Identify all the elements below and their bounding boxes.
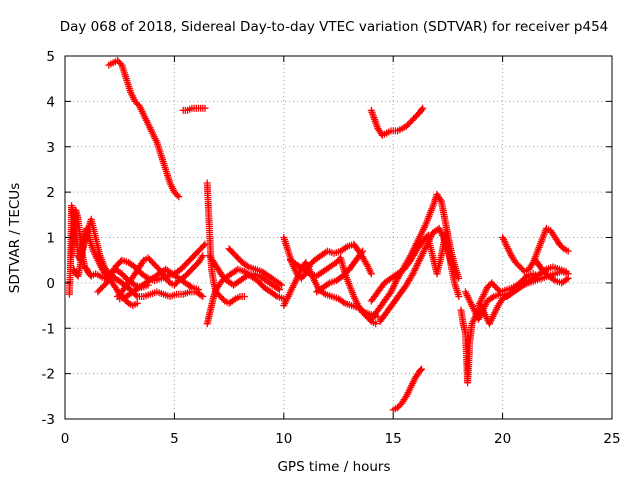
data-point (205, 252, 283, 294)
series-t13 (280, 234, 375, 282)
y-tick-label: 2 (46, 185, 55, 201)
data-point (389, 365, 426, 414)
y-tick-label: -1 (42, 321, 55, 337)
x-tick-label: 20 (494, 431, 511, 447)
y-tick-label: 3 (46, 140, 55, 156)
data-markers (65, 57, 572, 414)
series-t6 (116, 265, 202, 303)
y-tick-label: -3 (42, 412, 55, 428)
series-t12 (225, 245, 286, 289)
axis-ticks: 0 5 10 15 20 25 -3 -2 -1 0 1 2 3 4 5 (42, 49, 621, 447)
series-t21 (389, 365, 426, 414)
data-point (313, 247, 367, 296)
data-point (280, 234, 375, 282)
y-tick-label: 5 (46, 49, 55, 65)
x-tick-label: 0 (61, 431, 70, 447)
series-t5 (114, 252, 207, 300)
data-point (116, 265, 202, 303)
x-tick-label: 10 (275, 431, 292, 447)
data-point (424, 229, 463, 300)
data-point (531, 256, 572, 287)
y-axis-label: SDTVAR / TECUs (7, 183, 23, 293)
y-tick-label: 1 (46, 231, 55, 247)
data-point (367, 231, 432, 305)
series-t8 (179, 104, 209, 114)
x-tick-label: 15 (385, 431, 402, 447)
data-point (475, 270, 542, 310)
series-t19 (367, 231, 432, 305)
x-axis-label: GPS time / hours (277, 459, 390, 475)
series-t27 (531, 256, 572, 287)
series-t25 (475, 270, 542, 310)
series-t20 (367, 104, 427, 139)
x-tick-label: 25 (603, 431, 620, 447)
data-point (499, 224, 572, 275)
series-t7 (105, 57, 183, 201)
x-tick-label: 5 (170, 431, 179, 447)
data-point (225, 245, 286, 289)
chart-title: Day 068 of 2018, Sidereal Day-to-day VTE… (60, 19, 609, 35)
series-t16 (313, 247, 367, 296)
grid (65, 56, 612, 419)
y-tick-label: 0 (46, 276, 55, 292)
data-point (367, 104, 427, 139)
series-t11 (205, 252, 283, 294)
y-tick-label: 4 (46, 94, 55, 110)
data-point (114, 252, 207, 300)
series-t26 (499, 224, 572, 275)
y-tick-label: -2 (42, 367, 55, 383)
data-point (179, 104, 209, 114)
data-point (105, 57, 183, 201)
series-t22 (424, 229, 463, 300)
